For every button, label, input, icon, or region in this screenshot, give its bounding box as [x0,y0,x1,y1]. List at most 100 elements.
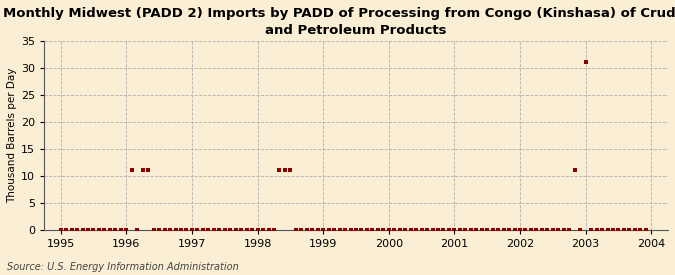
Point [520,228,531,232]
Point [438,228,449,232]
Point [154,228,165,232]
Point [564,228,574,232]
Point [641,228,651,232]
Point [258,228,269,232]
Point [219,228,230,232]
Point [471,228,482,232]
Point [422,228,433,232]
Point [345,228,356,232]
Point [340,228,350,232]
Point [307,228,318,232]
Point [285,168,296,173]
Point [165,228,176,232]
Point [504,228,514,232]
Point [192,228,202,232]
Point [142,168,153,173]
Point [246,228,257,232]
Point [400,228,410,232]
Point [356,228,367,232]
Point [531,228,542,232]
Point [263,228,274,232]
Point [334,228,345,232]
Point [61,228,72,232]
Point [132,228,142,232]
Point [624,228,635,232]
Point [487,228,498,232]
Point [411,228,422,232]
Point [597,228,608,232]
Point [526,228,537,232]
Point [608,228,618,232]
Point [575,228,586,232]
Point [547,228,558,232]
Point [198,228,209,232]
Point [241,228,252,232]
Point [323,228,334,232]
Point [225,228,236,232]
Point [279,168,290,173]
Point [460,228,470,232]
Point [498,228,509,232]
Point [635,228,646,232]
Point [580,60,591,65]
Point [203,228,214,232]
Point [99,228,110,232]
Point [88,228,99,232]
Point [477,228,487,232]
Point [252,228,263,232]
Point [482,228,493,232]
Point [121,228,132,232]
Title: Monthly Midwest (PADD 2) Imports by PADD of Processing from Congo (Kinshasa) of : Monthly Midwest (PADD 2) Imports by PADD… [3,7,675,37]
Point [378,228,389,232]
Point [269,228,279,232]
Point [383,228,394,232]
Point [602,228,613,232]
Point [296,228,306,232]
Point [313,228,323,232]
Point [389,228,400,232]
Point [236,228,246,232]
Point [569,168,580,173]
Point [350,228,361,232]
Text: Source: U.S. Energy Information Administration: Source: U.S. Energy Information Administ… [7,262,238,272]
Point [405,228,416,232]
Point [176,228,186,232]
Point [591,228,602,232]
Point [55,228,66,232]
Point [613,228,624,232]
Point [318,228,329,232]
Point [126,168,137,173]
Point [66,228,77,232]
Point [630,228,641,232]
Point [373,228,383,232]
Point [514,228,525,232]
Point [493,228,504,232]
Point [394,228,405,232]
Point [509,228,520,232]
Point [466,228,477,232]
Point [301,228,312,232]
Point [537,228,547,232]
Point [427,228,438,232]
Point [209,228,219,232]
Point [558,228,569,232]
Point [454,228,465,232]
Y-axis label: Thousand Barrels per Day: Thousand Barrels per Day [7,68,17,203]
Point [137,168,148,173]
Point [443,228,454,232]
Point [586,228,597,232]
Point [181,228,192,232]
Point [362,228,373,232]
Point [553,228,564,232]
Point [115,228,126,232]
Point [329,228,340,232]
Point [542,228,553,232]
Point [367,228,378,232]
Point [72,228,82,232]
Point [618,228,629,232]
Point [214,228,225,232]
Point [82,228,93,232]
Point [449,228,460,232]
Point [170,228,181,232]
Point [230,228,241,232]
